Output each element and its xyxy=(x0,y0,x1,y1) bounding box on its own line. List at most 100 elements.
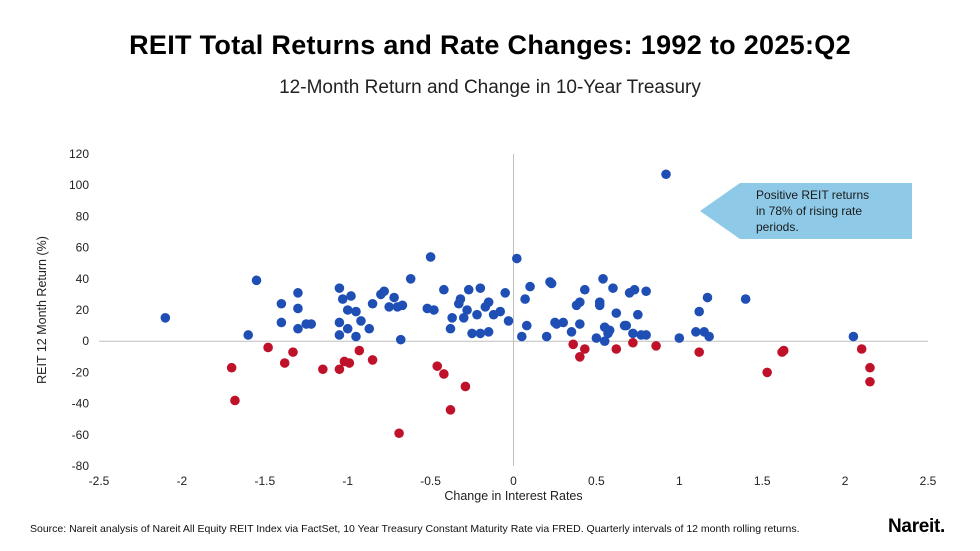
data-point xyxy=(263,342,273,353)
data-point xyxy=(628,337,638,348)
y-tick-label: 40 xyxy=(76,272,90,286)
data-point xyxy=(455,294,466,304)
data-point xyxy=(429,305,439,315)
y-tick-label: -60 xyxy=(72,428,90,442)
data-point xyxy=(160,313,171,323)
x-tick-label: 2.5 xyxy=(920,474,937,488)
data-point xyxy=(293,323,303,334)
data-point xyxy=(279,358,290,368)
data-point xyxy=(276,317,287,328)
data-point xyxy=(546,278,557,289)
data-point xyxy=(525,281,535,292)
data-point xyxy=(354,345,365,356)
data-point xyxy=(439,369,449,379)
data-point xyxy=(334,330,345,340)
data-point xyxy=(856,344,867,354)
y-tick-label: 20 xyxy=(76,303,90,317)
data-point xyxy=(395,334,406,345)
data-point xyxy=(405,274,416,284)
data-point xyxy=(334,317,345,328)
chart-axes xyxy=(99,154,928,466)
data-point xyxy=(629,284,640,295)
data-point xyxy=(458,313,469,323)
data-point xyxy=(230,395,240,406)
data-point xyxy=(575,319,585,329)
data-point xyxy=(591,333,602,343)
data-point xyxy=(288,347,298,357)
data-point xyxy=(762,367,772,378)
data-point xyxy=(598,274,608,284)
x-tick-label: -0.5 xyxy=(420,474,441,488)
data-point xyxy=(694,347,704,357)
x-tick-label: 0 xyxy=(510,474,517,488)
data-point xyxy=(633,309,643,320)
data-point xyxy=(389,292,399,303)
data-point xyxy=(293,303,303,314)
data-point xyxy=(276,298,287,309)
y-tick-label: -40 xyxy=(72,397,90,411)
data-point xyxy=(611,308,622,318)
x-tick-label: -2.5 xyxy=(89,474,110,488)
data-point xyxy=(462,305,472,315)
data-point xyxy=(848,331,859,342)
y-tick-label: 0 xyxy=(82,334,89,348)
data-point xyxy=(439,284,449,295)
data-point xyxy=(604,325,615,336)
callout-text-line: in 78% of rising rate xyxy=(756,204,862,218)
data-point xyxy=(447,313,457,323)
data-point xyxy=(521,320,532,331)
data-point xyxy=(351,331,361,342)
data-point xyxy=(226,362,237,373)
y-tick-labels: -80 -60 -40 -20 0 20 40 60 80 100 120 xyxy=(69,147,89,473)
x-tick-label: -2 xyxy=(177,474,188,488)
data-point xyxy=(594,300,605,311)
data-point xyxy=(865,362,875,373)
data-point xyxy=(483,327,494,337)
data-point xyxy=(621,320,632,331)
callout-text-line: Positive REIT returns xyxy=(756,188,869,202)
data-point xyxy=(500,288,511,298)
data-point xyxy=(346,291,356,301)
data-point xyxy=(483,297,494,308)
data-point xyxy=(661,169,671,180)
data-point xyxy=(397,300,408,311)
data-point xyxy=(334,283,345,293)
data-point xyxy=(702,292,713,303)
data-point xyxy=(445,323,456,334)
data-point xyxy=(243,330,254,340)
chart-subtitle: 12-Month Return and Change in 10-Year Tr… xyxy=(279,77,701,98)
data-point xyxy=(306,319,317,329)
data-point xyxy=(865,376,875,387)
data-point xyxy=(516,331,527,342)
data-point xyxy=(628,328,638,339)
callout-box xyxy=(700,183,912,239)
data-point xyxy=(541,331,552,342)
data-point xyxy=(503,316,514,326)
data-point xyxy=(337,294,348,304)
data-point xyxy=(575,297,585,308)
x-tick-label: 1 xyxy=(676,474,683,488)
y-tick-label: 60 xyxy=(76,241,90,255)
y-tick-label: -80 xyxy=(72,459,90,473)
data-point xyxy=(432,361,443,371)
data-point xyxy=(641,330,651,340)
x-tick-label: -1 xyxy=(342,474,353,488)
data-point xyxy=(704,331,714,342)
x-tick-label: 0.5 xyxy=(588,474,605,488)
data-point xyxy=(674,333,685,343)
data-point xyxy=(575,352,585,362)
data-point xyxy=(445,405,456,415)
data-point xyxy=(475,328,486,339)
data-point xyxy=(251,275,262,286)
data-point xyxy=(694,306,704,317)
data-point xyxy=(356,316,366,326)
data-point xyxy=(475,283,486,293)
data-point xyxy=(342,323,353,334)
nareit-logo: Nareit. xyxy=(888,516,946,537)
data-point xyxy=(394,428,404,439)
x-tick-label: 1.5 xyxy=(754,474,771,488)
data-point xyxy=(651,341,661,351)
data-point xyxy=(472,309,482,320)
data-point xyxy=(520,294,530,304)
